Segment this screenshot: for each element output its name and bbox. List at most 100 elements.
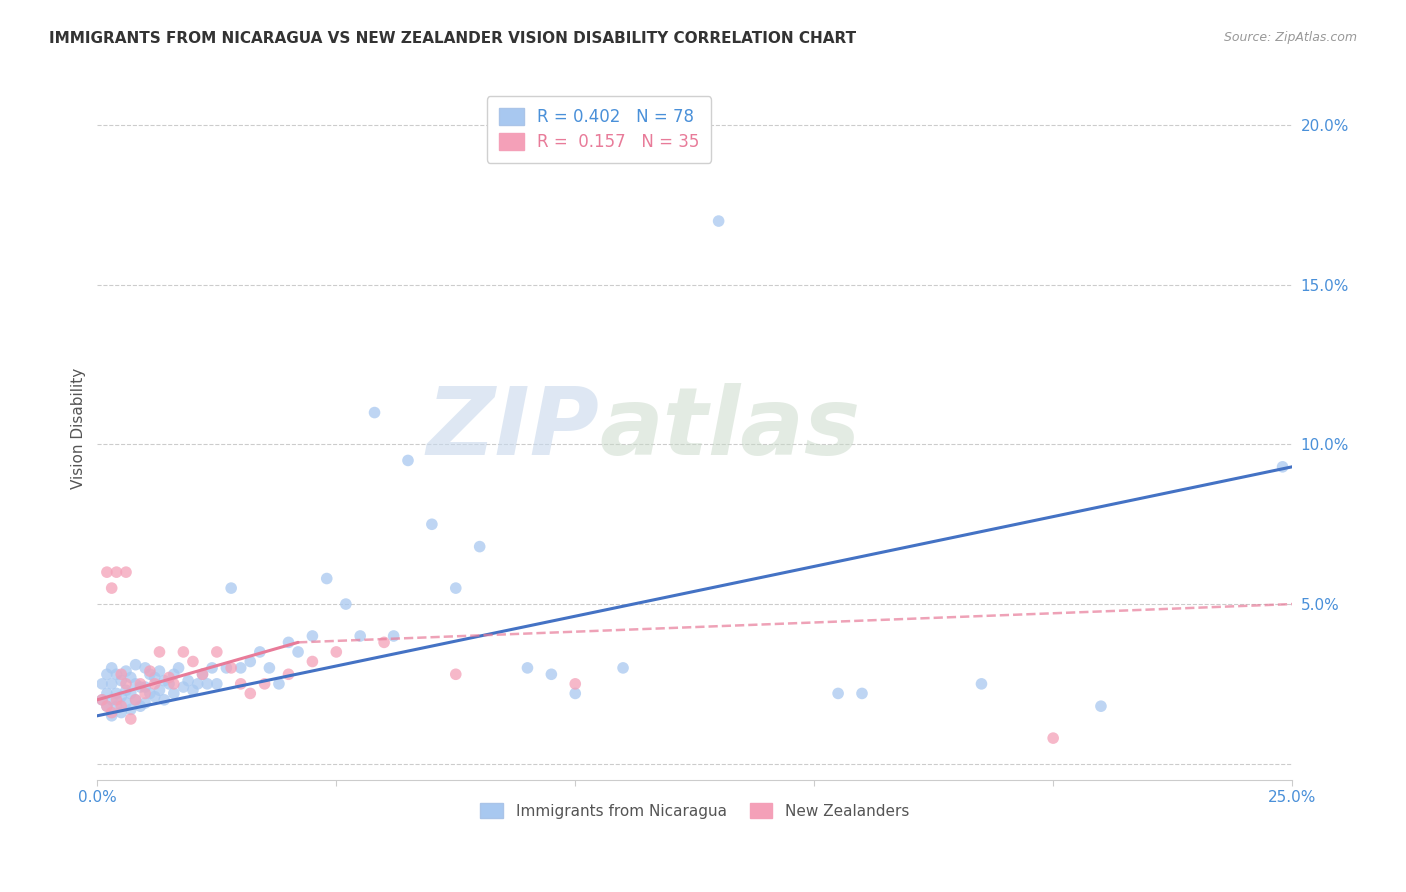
Point — [96, 686, 118, 700]
Text: Source: ZipAtlas.com: Source: ZipAtlas.com — [1223, 31, 1357, 45]
Point — [100, 581, 122, 595]
Point — [120, 702, 142, 716]
Point — [134, 661, 156, 675]
Point — [249, 645, 271, 659]
Point — [115, 677, 138, 691]
Point — [229, 677, 252, 691]
Point — [239, 686, 262, 700]
Point — [172, 645, 194, 659]
Point — [110, 673, 132, 688]
Point — [301, 629, 323, 643]
Point — [382, 629, 405, 643]
Text: IMMIGRANTS FROM NICARAGUA VS NEW ZEALANDER VISION DISABILITY CORRELATION CHART: IMMIGRANTS FROM NICARAGUA VS NEW ZEALAND… — [49, 31, 856, 46]
Point — [195, 677, 218, 691]
Point — [612, 661, 634, 675]
Point — [105, 686, 128, 700]
Text: ZIP: ZIP — [426, 383, 599, 475]
Point — [105, 565, 128, 579]
Point — [148, 645, 170, 659]
Point — [96, 699, 118, 714]
Point — [100, 677, 122, 691]
Point — [120, 686, 142, 700]
Point — [124, 677, 146, 691]
Point — [100, 693, 122, 707]
Point — [134, 680, 156, 694]
Point — [143, 670, 166, 684]
Legend: Immigrants from Nicaragua, New Zealanders: Immigrants from Nicaragua, New Zealander… — [474, 797, 915, 824]
Point — [444, 667, 467, 681]
Point — [267, 677, 290, 691]
Point — [120, 670, 142, 684]
Point — [516, 661, 538, 675]
Point — [325, 645, 347, 659]
Point — [1271, 459, 1294, 474]
Point — [540, 667, 562, 681]
Point — [827, 686, 849, 700]
Point — [177, 673, 200, 688]
Point — [115, 683, 138, 698]
Point — [851, 686, 873, 700]
Point — [134, 696, 156, 710]
Point — [277, 667, 299, 681]
Point — [139, 664, 162, 678]
Point — [105, 667, 128, 681]
Point — [444, 581, 467, 595]
Point — [96, 565, 118, 579]
Point — [187, 677, 209, 691]
Point — [124, 693, 146, 707]
Point — [163, 667, 186, 681]
Point — [91, 693, 114, 707]
Point — [110, 699, 132, 714]
Point — [420, 517, 443, 532]
Point — [110, 690, 132, 704]
Point — [157, 677, 180, 691]
Point — [139, 667, 162, 681]
Point — [163, 686, 186, 700]
Point — [363, 406, 385, 420]
Point — [110, 667, 132, 681]
Point — [219, 661, 242, 675]
Point — [239, 655, 262, 669]
Point — [181, 655, 204, 669]
Point — [153, 673, 176, 688]
Point — [120, 712, 142, 726]
Point — [564, 677, 586, 691]
Point — [172, 680, 194, 694]
Point — [100, 661, 122, 675]
Point — [201, 661, 224, 675]
Point — [287, 645, 309, 659]
Point — [396, 453, 419, 467]
Point — [143, 677, 166, 691]
Point — [157, 670, 180, 684]
Point — [105, 699, 128, 714]
Point — [191, 667, 214, 681]
Y-axis label: Vision Disability: Vision Disability — [72, 368, 86, 489]
Point — [229, 661, 252, 675]
Point — [96, 699, 118, 714]
Point — [110, 706, 132, 720]
Point — [91, 693, 114, 707]
Point — [163, 677, 186, 691]
Point — [124, 693, 146, 707]
Point — [335, 597, 357, 611]
Point — [707, 214, 730, 228]
Point — [253, 677, 276, 691]
Point — [277, 635, 299, 649]
Point — [259, 661, 281, 675]
Point — [219, 581, 242, 595]
Point — [1090, 699, 1112, 714]
Point — [315, 572, 337, 586]
Text: atlas: atlas — [599, 383, 860, 475]
Point — [191, 667, 214, 681]
Point — [349, 629, 371, 643]
Point — [373, 635, 395, 649]
Point — [115, 565, 138, 579]
Point — [148, 664, 170, 678]
Point — [205, 645, 228, 659]
Point — [115, 696, 138, 710]
Point — [91, 677, 114, 691]
Point — [1042, 731, 1064, 745]
Point — [115, 664, 138, 678]
Point — [564, 686, 586, 700]
Point — [970, 677, 993, 691]
